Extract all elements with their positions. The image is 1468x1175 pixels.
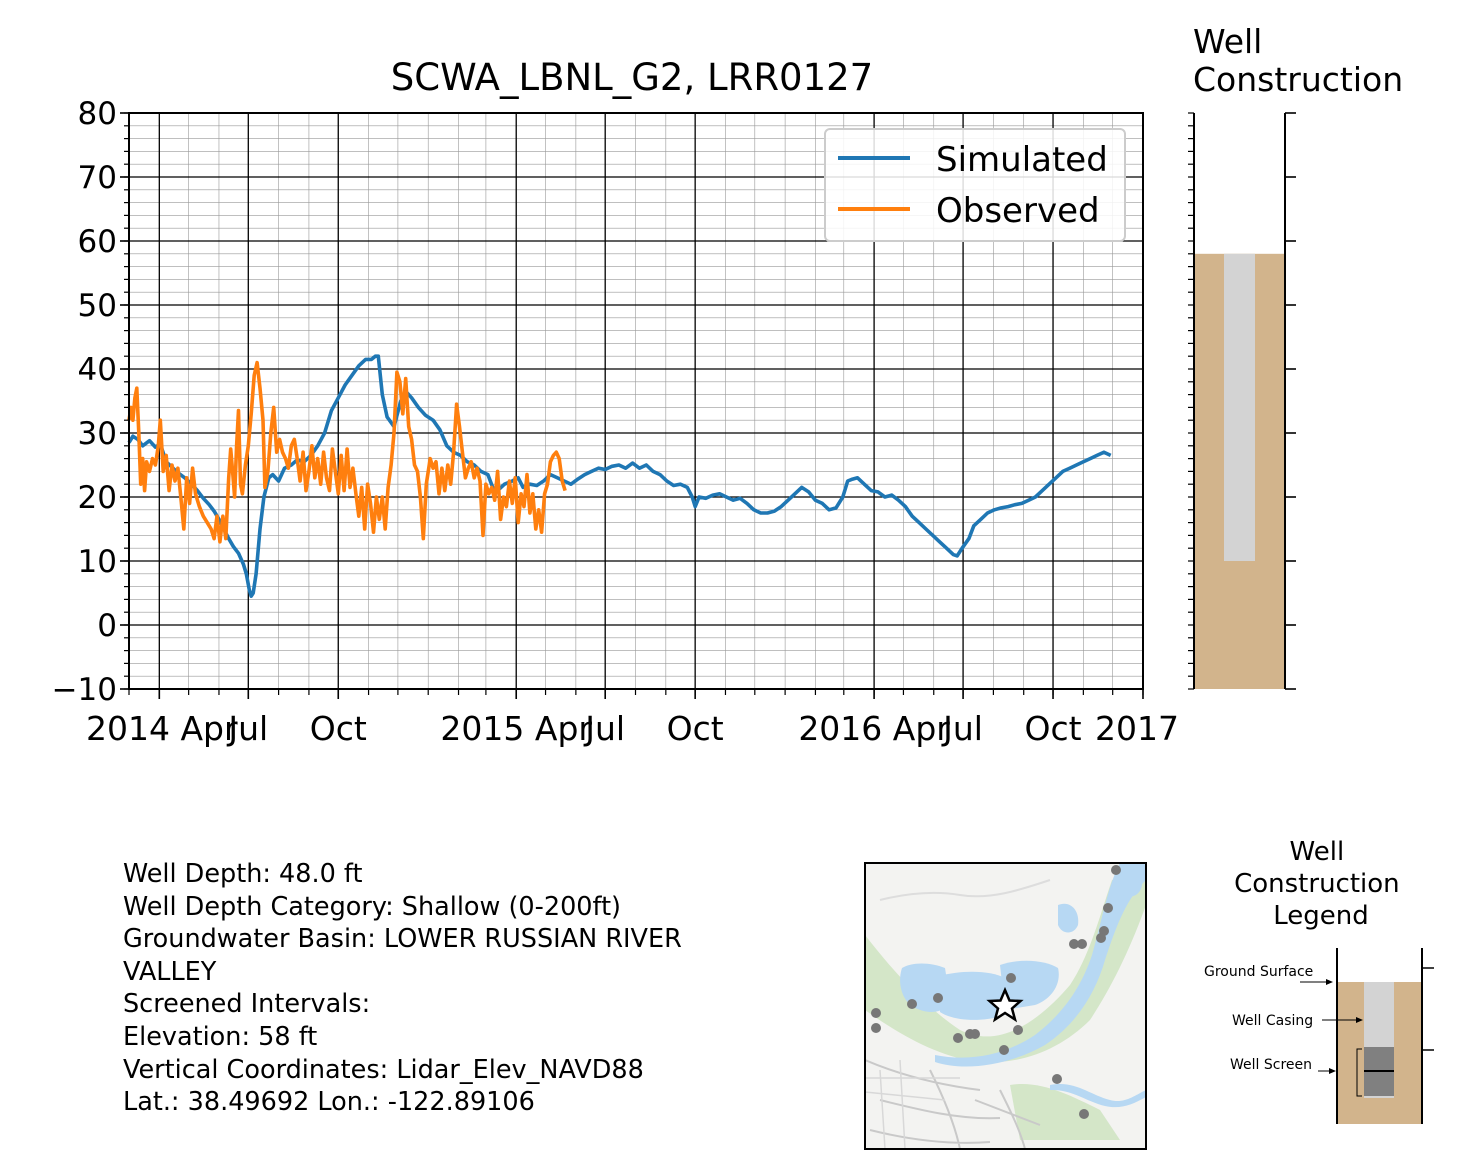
well-dots — [871, 865, 1121, 1119]
pond-center — [940, 971, 1005, 1020]
y-tick-label: 50 — [78, 288, 117, 324]
info-lat-lon: Lat.: 38.49692 Lon.: -122.89106 — [123, 1087, 535, 1118]
x-tick-label: Jul — [226, 709, 268, 748]
arrow-head-icon — [1356, 1017, 1363, 1023]
x-tick-label: Jul — [583, 709, 625, 748]
chart-title: SCWA_LBNL_G2, LRR0127 — [391, 56, 873, 99]
info-basin-cont: VALLEY — [123, 956, 217, 987]
pond-ne — [1116, 873, 1142, 897]
well-construction-title-line-1: Well — [1193, 22, 1262, 61]
series-line-simulated — [127, 354, 1112, 599]
well-dot-icon — [871, 1008, 881, 1018]
well-dot-icon — [1069, 939, 1079, 949]
well-ticks — [1188, 112, 1296, 690]
x-tick-label: Oct — [310, 709, 367, 748]
casing-bar — [1224, 253, 1255, 562]
main-chart: SCWA_LBNL_G2, LRR0127 −10 0 10 20 30 40 50 60 70… — [52, 56, 1179, 748]
well-dot-icon — [1006, 973, 1016, 983]
well-dot-icon — [970, 1029, 980, 1039]
legend-label-well-casing: Well Casing — [1232, 1013, 1313, 1029]
well-construction-title: Well Construction — [1193, 22, 1403, 99]
series-layer — [127, 354, 1112, 599]
y-tick-label: 0 — [97, 608, 117, 644]
info-basin: Groundwater Basin: LOWER RUSSIAN RIVER — [123, 924, 682, 955]
legend-label-well-screen: Well Screen — [1230, 1057, 1312, 1073]
legend-screen-brace — [1356, 1048, 1362, 1097]
info-elevation: Elevation: 58 ft — [123, 1021, 318, 1052]
park-area-south — [1010, 1084, 1120, 1140]
x-tick-label: Jul — [941, 709, 983, 748]
well-construction-chart: Well Construction — [1188, 22, 1403, 690]
well-dot-icon — [1013, 1025, 1023, 1035]
x-tick-label: Oct — [667, 709, 724, 748]
legend: Simulated Observed — [824, 128, 1126, 242]
pond-east — [1000, 960, 1059, 1010]
well-dot-icon — [871, 1023, 881, 1033]
y-tick-label: −10 — [52, 672, 117, 708]
road-north — [879, 879, 1051, 901]
pond-north — [1058, 903, 1079, 933]
well-info: Well Depth: 48.0 ft Well Depth Category:… — [123, 858, 803, 1119]
well-dot-icon — [953, 1033, 963, 1043]
legend-box-title-line-1: Well — [1290, 837, 1345, 867]
legend-label-simulated: Simulated — [936, 140, 1108, 180]
y-tick-label: 60 — [78, 224, 117, 260]
well-dot-icon — [933, 993, 943, 1003]
arrow-head-icon — [1326, 979, 1333, 985]
x-tick-label: 2017 — [1095, 709, 1179, 748]
x-tick-label: 2016 Apr — [798, 709, 950, 748]
well-dot-icon — [1079, 1109, 1089, 1119]
location-map — [864, 862, 1147, 1150]
well-construction-legend: Well Construction Legend Ground Surface … — [1204, 837, 1434, 1124]
legend-box-title: Well Construction Legend — [1234, 837, 1408, 931]
x-tick-label: Oct — [1025, 709, 1082, 748]
legend-box-title-line-3: Legend — [1273, 901, 1369, 931]
well-dot-icon — [1103, 903, 1113, 913]
well-dot-icon — [1052, 1074, 1062, 1084]
legend-label-observed: Observed — [936, 191, 1100, 231]
legend-box-title-line-2: Construction — [1234, 869, 1400, 899]
x-tick-label: 2015 Apr — [440, 709, 592, 748]
well-dot-icon — [907, 999, 917, 1009]
info-screened-intervals: Screened Intervals: — [123, 989, 371, 1020]
y-tick-label: 30 — [78, 416, 117, 452]
well-dot-icon — [1111, 865, 1121, 875]
well-dot-icon — [1077, 939, 1087, 949]
y-axis: −10 0 10 20 30 40 50 60 70 80 — [52, 96, 129, 708]
creek — [1050, 1083, 1146, 1108]
y-tick-label: 20 — [78, 480, 117, 516]
y-tick-label: 10 — [78, 544, 117, 580]
streets-minor — [865, 1059, 960, 1149]
info-well-depth: Well Depth: 48.0 ft — [123, 859, 363, 889]
y-tick-label: 80 — [78, 96, 117, 132]
series-line-observed — [127, 360, 567, 544]
info-depth-category: Well Depth Category: Shallow (0-200ft) — [123, 891, 622, 922]
map-frame — [864, 862, 1147, 1150]
well-dot-icon — [999, 1045, 1009, 1055]
well-dot-icon — [1096, 933, 1106, 943]
x-tick-label: 2014 Apr — [86, 709, 238, 748]
arrow-head-icon — [1329, 1068, 1336, 1074]
y-tick-label: 70 — [78, 160, 117, 196]
legend-label-ground-surface: Ground Surface — [1204, 964, 1313, 980]
well-construction-title-line-2: Construction — [1193, 60, 1403, 99]
info-vertical-coords: Vertical Coordinates: Lidar_Elev_NAVD88 — [123, 1054, 644, 1085]
star-marker-icon — [986, 986, 1024, 1023]
y-tick-label: 40 — [78, 352, 117, 388]
